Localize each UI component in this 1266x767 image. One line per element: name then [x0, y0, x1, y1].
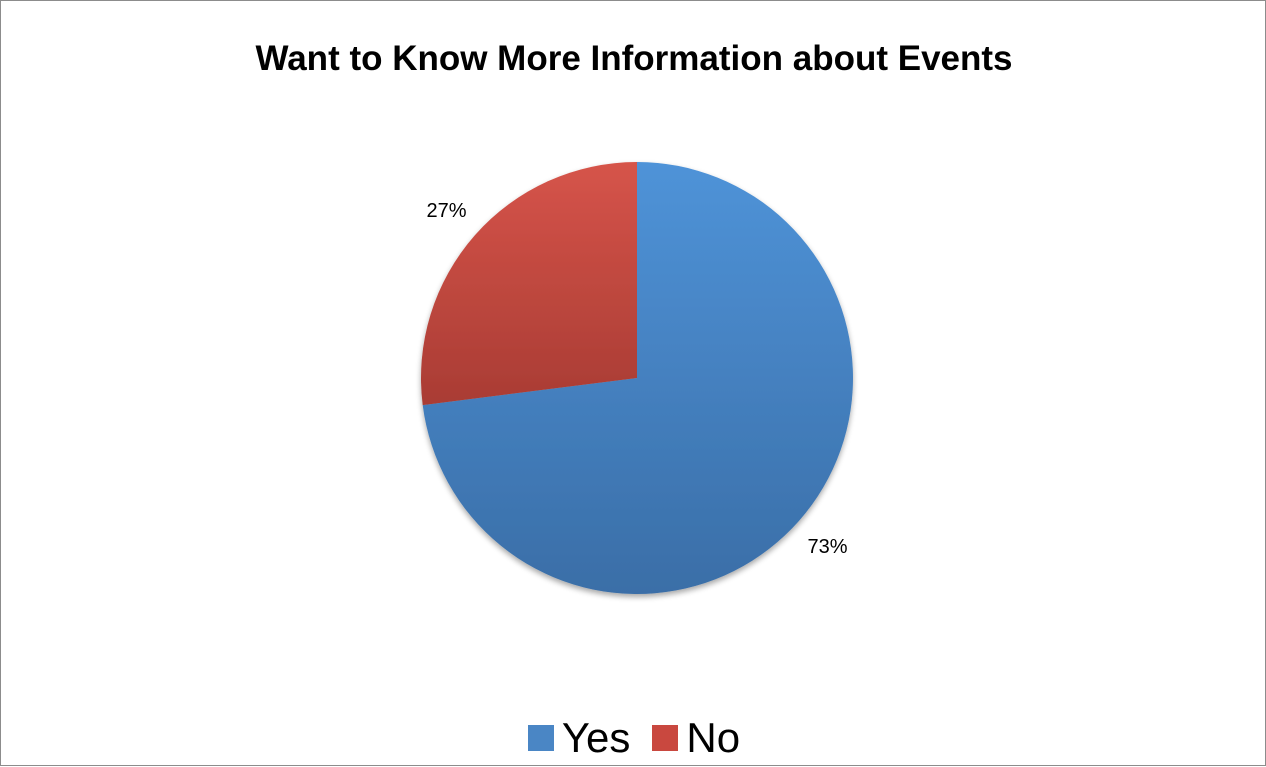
data-label-no: 27% — [426, 200, 466, 222]
legend-item-no: No — [652, 714, 740, 762]
chart-legend: Yes No — [1, 714, 1266, 762]
legend-label-no: No — [686, 714, 741, 761]
pie-slice-yes — [422, 162, 853, 594]
chart-title: Want to Know More Information about Even… — [255, 39, 1013, 78]
legend-label-yes: Yes — [561, 714, 631, 761]
data-label-yes: 73% — [808, 536, 848, 558]
pie-slice-no — [420, 162, 637, 406]
legend-swatch-yes — [527, 725, 554, 751]
legend-swatch-no — [652, 725, 679, 751]
legend-item-yes: Yes — [527, 714, 631, 762]
